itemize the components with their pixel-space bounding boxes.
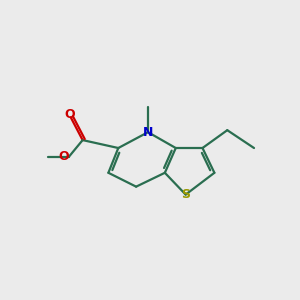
Text: S: S bbox=[181, 188, 190, 201]
Text: O: O bbox=[58, 150, 69, 164]
Text: O: O bbox=[64, 108, 75, 121]
Text: N: N bbox=[143, 126, 153, 139]
